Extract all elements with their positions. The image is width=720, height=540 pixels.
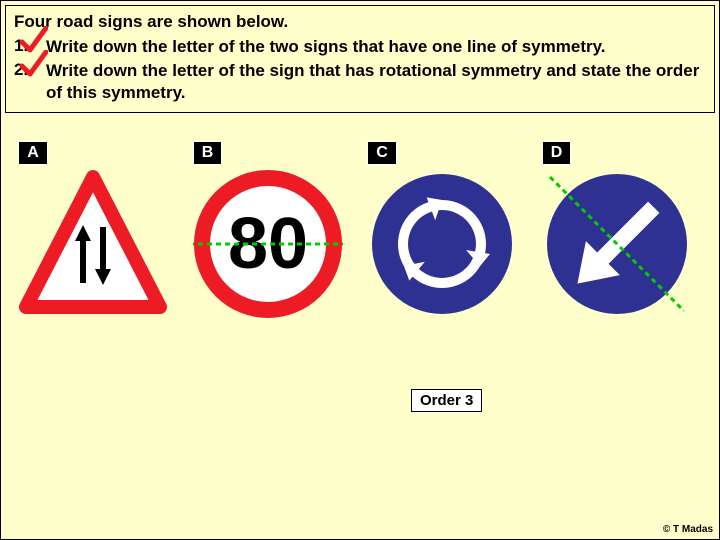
- q2-text: Write down the letter of the sign that h…: [46, 60, 706, 104]
- question-1: 1. Write down the letter of the two sign…: [14, 36, 706, 58]
- check-icon: [20, 50, 48, 80]
- question-2: 2. Write down the letter of the sign tha…: [14, 60, 706, 104]
- sign-b-label: B: [193, 141, 223, 165]
- sign-a-label: A: [18, 141, 48, 165]
- sign-b-text: 80: [228, 204, 308, 284]
- sign-b-cell: B 80: [193, 141, 353, 319]
- sign-d: [542, 169, 692, 319]
- q1-text: Write down the letter of the two signs t…: [46, 36, 706, 58]
- sign-a: [18, 169, 168, 319]
- signs-row: A B 80 C: [1, 141, 719, 319]
- sign-a-cell: A: [18, 141, 178, 319]
- sign-c: [367, 169, 517, 319]
- intro-text: Four road signs are shown below.: [14, 12, 706, 32]
- sign-b: 80: [193, 169, 343, 319]
- sign-c-cell: C: [367, 141, 527, 319]
- question-box: Four road signs are shown below. 1. Writ…: [5, 5, 715, 113]
- copyright: © T Madas: [663, 524, 713, 535]
- q2-number-cell: 2.: [14, 60, 46, 80]
- order-answer-box: Order 3: [411, 389, 482, 412]
- sign-d-label: D: [542, 141, 572, 165]
- sign-d-cell: D: [542, 141, 702, 319]
- sign-c-label: C: [367, 141, 397, 165]
